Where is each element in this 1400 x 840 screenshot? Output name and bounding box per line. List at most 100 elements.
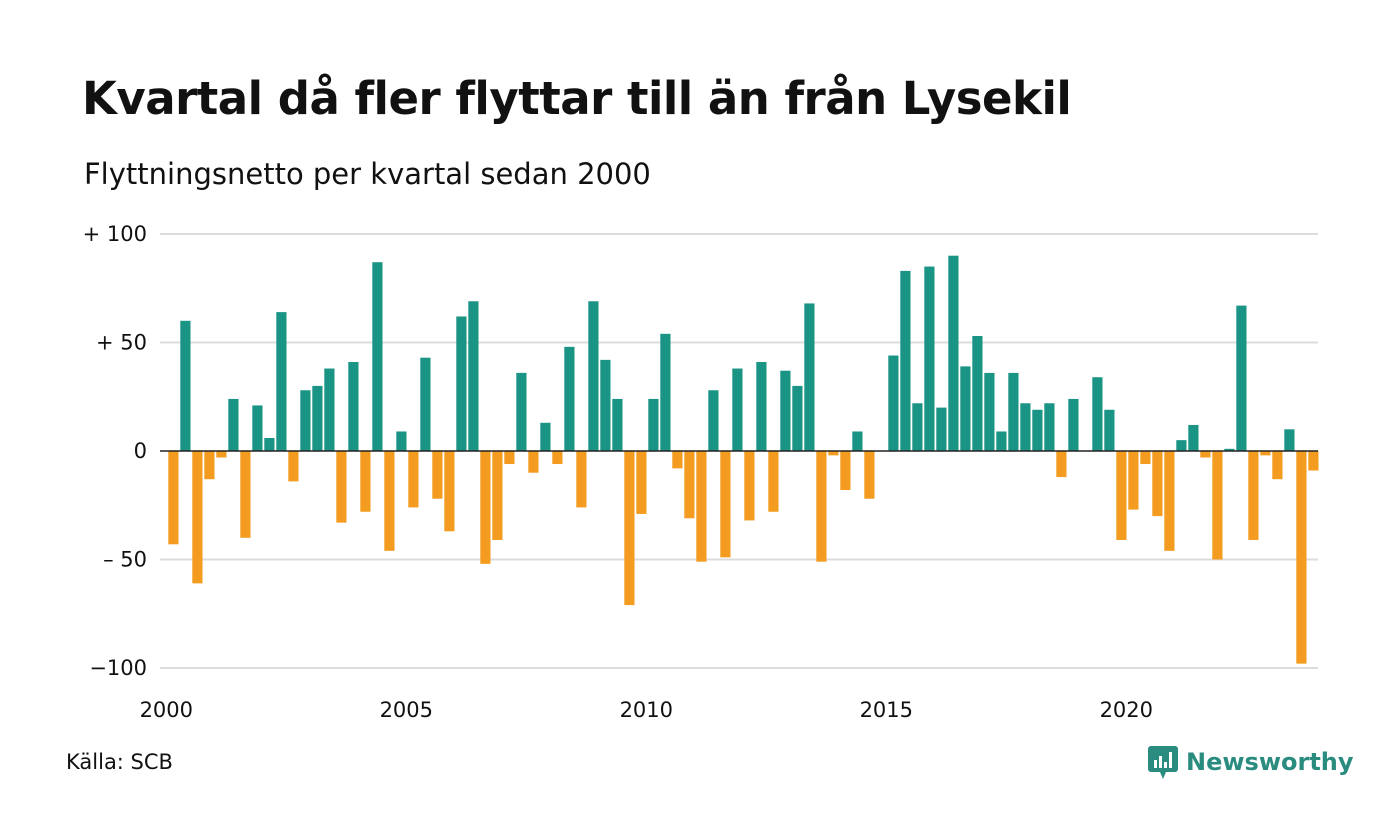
bar-negative	[216, 451, 227, 458]
bar-negative	[444, 451, 455, 532]
bar-negative	[240, 451, 251, 538]
bar-positive	[228, 398, 239, 451]
bar-positive	[312, 385, 323, 451]
bar-negative	[1200, 451, 1211, 458]
bar-positive	[912, 403, 923, 451]
y-tick-label: – 50	[103, 548, 147, 572]
bar-negative	[1212, 451, 1223, 560]
bar-positive	[600, 359, 611, 451]
bar-positive	[1236, 305, 1247, 451]
bar-positive	[756, 362, 767, 451]
bar-negative	[744, 451, 755, 521]
bar-positive	[900, 270, 911, 451]
bar-positive	[1008, 372, 1019, 451]
bar-negative	[492, 451, 503, 540]
bar-positive	[936, 407, 947, 451]
bar-positive	[780, 370, 791, 451]
bar-positive	[276, 312, 287, 451]
chart-title: Kvartal då fler flyttar till än från Lys…	[82, 72, 1072, 125]
x-tick-label: 2000	[140, 698, 193, 722]
y-tick-label: + 50	[96, 331, 147, 355]
bar-negative	[768, 451, 779, 512]
y-tick-label: −100	[89, 656, 147, 680]
bar-negative	[1272, 451, 1283, 480]
bar-positive	[804, 303, 815, 451]
bar-negative	[1248, 451, 1259, 540]
bar-negative	[576, 451, 587, 508]
bar-negative	[552, 451, 563, 465]
bar-negative	[1056, 451, 1067, 478]
bar-negative	[504, 451, 515, 465]
bar-positive	[792, 385, 803, 451]
bar-positive	[1020, 403, 1031, 451]
bar-positive	[1044, 403, 1055, 451]
bar-positive	[348, 362, 359, 451]
x-tick-label: 2005	[380, 698, 433, 722]
bar-positive	[372, 262, 383, 451]
bar-positive	[396, 431, 407, 451]
newsworthy-logo-icon	[1148, 746, 1178, 779]
bar-negative	[816, 451, 827, 562]
bar-negative	[1164, 451, 1175, 551]
bar-positive	[180, 320, 191, 451]
bar-negative	[624, 451, 635, 606]
bar-negative	[696, 451, 707, 562]
bar-negative	[636, 451, 647, 514]
x-tick-label: 2015	[860, 698, 913, 722]
bar-positive	[984, 372, 995, 451]
bar-negative	[384, 451, 395, 551]
bar-positive	[888, 355, 899, 451]
bar-positive	[516, 372, 527, 451]
bar-positive	[924, 266, 935, 451]
bar-negative	[204, 451, 215, 480]
bar-negative	[1116, 451, 1127, 540]
bar-positive	[972, 335, 983, 451]
bar-positive	[948, 255, 959, 451]
bar-chart: + 100 + 50 0 – 50 −100 2000 2005 2010 2015 2020	[83, 222, 1319, 722]
bar-negative	[1140, 451, 1151, 465]
bar-negative	[336, 451, 347, 523]
y-axis-ticks: + 100 + 50 0 – 50 −100	[83, 222, 147, 680]
bar-positive	[540, 422, 551, 451]
bar-negative	[1128, 451, 1139, 510]
bar-negative	[192, 451, 203, 584]
bar-positive	[612, 398, 623, 451]
bar-negative	[480, 451, 491, 564]
bar-negative	[1296, 451, 1307, 664]
bar-positive	[960, 366, 971, 451]
bar-positive	[588, 301, 599, 451]
bar-positive	[732, 368, 743, 451]
bar-negative	[672, 451, 683, 469]
bar-positive	[1188, 424, 1199, 451]
bar-positive	[252, 405, 263, 451]
bar-negative	[864, 451, 875, 499]
logo-text: Newsworthy	[1186, 748, 1354, 776]
bar-positive	[1032, 409, 1043, 451]
bar-positive	[708, 390, 719, 451]
bar-negative	[528, 451, 539, 473]
bar-negative	[840, 451, 851, 491]
newsworthy-logo: Newsworthy	[1148, 744, 1354, 780]
bar-positive	[420, 357, 431, 451]
bar-negative	[1260, 451, 1271, 456]
bar-positive	[300, 390, 311, 451]
bar-negative	[168, 451, 179, 545]
bar-negative	[720, 451, 731, 558]
x-tick-label: 2010	[620, 698, 673, 722]
gridlines	[160, 233, 1318, 669]
bar-negative	[288, 451, 299, 482]
bar-positive	[324, 368, 335, 451]
chart-subtitle: Flyttningsnetto per kvartal sedan 2000	[84, 157, 651, 191]
bar-positive	[1284, 429, 1295, 451]
bar-positive	[564, 346, 575, 451]
bar-positive	[660, 333, 671, 451]
bar-negative	[684, 451, 695, 519]
bar-negative	[360, 451, 371, 512]
bar-negative	[1152, 451, 1163, 517]
bar-positive	[648, 398, 659, 451]
bar-positive	[1068, 398, 1079, 451]
bar-positive	[1176, 440, 1187, 451]
bar-negative	[828, 451, 839, 456]
y-tick-label: + 100	[83, 222, 147, 246]
bar-negative	[1308, 451, 1319, 471]
